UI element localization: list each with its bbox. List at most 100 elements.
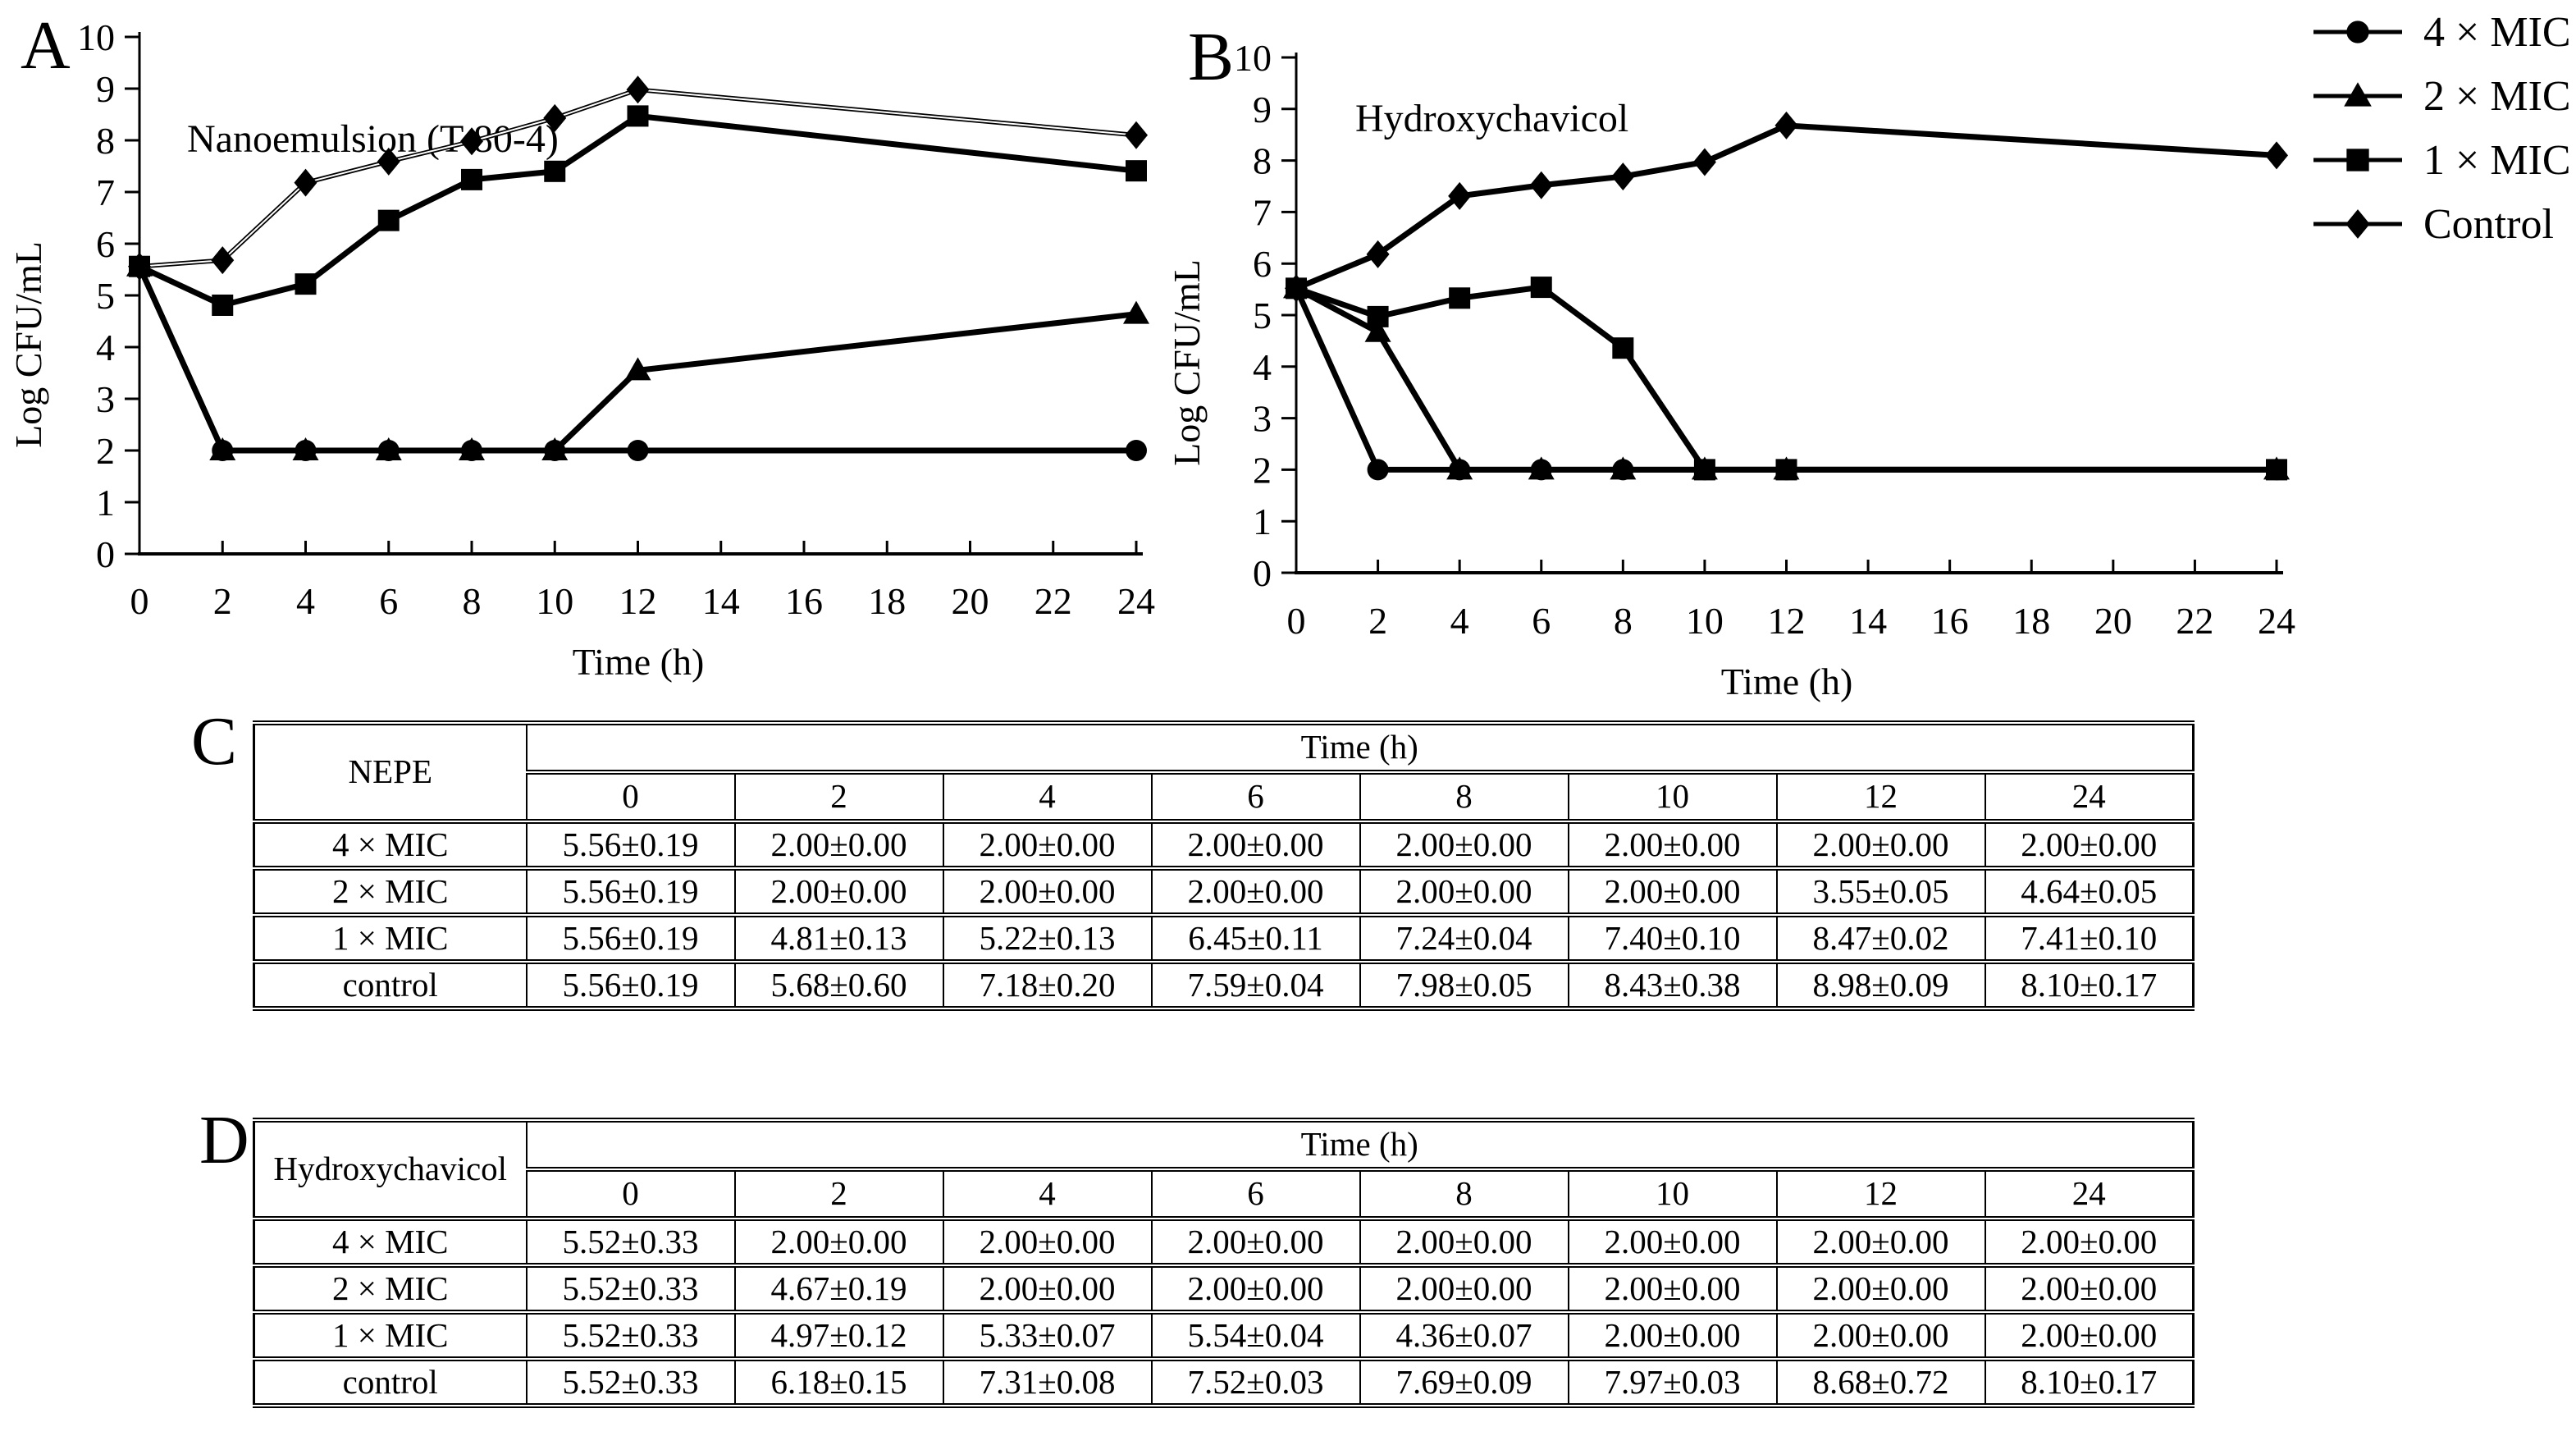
time-col-header: 2: [733, 770, 944, 824]
time-col-header: 24: [1984, 770, 2195, 824]
x-tick-label: 2: [1368, 600, 1387, 642]
square-marker: [212, 294, 234, 316]
time-col-header: 12: [1775, 1167, 1986, 1221]
time-group-header: Time (h): [525, 1118, 2195, 1172]
triangle-marker: [1610, 456, 1637, 480]
table-row-2-mic: 2 × MIC 5.56±0.19 2.00±0.00 2.00±0.00 2.00±0…: [253, 866, 2195, 917]
table-cell: 2.00±0.00: [1359, 866, 1569, 917]
table-cell: 5.56±0.19: [525, 819, 736, 871]
square-marker: [1775, 459, 1797, 481]
circle-marker: [2346, 21, 2369, 43]
table-cell: 3.55±0.05: [1775, 866, 1986, 917]
table-cell: 6.18±0.15: [733, 1356, 944, 1408]
row-label: control: [253, 1356, 528, 1408]
table-corner-label: NEPE: [253, 720, 528, 824]
time-kill-charts: 0 2 4 6 8 10 12 14 16 18 20 22 24012345678910Nanoemu…: [7, 16, 2295, 702]
square-legend-icon: [2313, 149, 2402, 171]
table-corner-label: Hydroxychavicol: [253, 1118, 528, 1221]
y-tick-label: 9: [1253, 89, 1272, 130]
legend-item-control: Control: [2312, 192, 2571, 256]
table-cell: 4.81±0.13: [733, 912, 944, 964]
series-1-mic-line: [138, 112, 1137, 309]
table-cell: 2.00±0.00: [1775, 1263, 1986, 1315]
table-cell: 2.00±0.00: [1984, 1216, 2195, 1268]
triangle-marker: [1528, 456, 1555, 480]
square-marker: [377, 209, 400, 231]
diamond-marker: [460, 127, 483, 156]
table-cell: 5.56±0.19: [525, 912, 736, 964]
time-col-header: 6: [1150, 1167, 1361, 1221]
x-tick-label: 4: [296, 580, 315, 622]
table-cell: 8.98±0.09: [1775, 959, 1986, 1011]
legend-item-1-mic: 1 × MIC: [2312, 128, 2571, 192]
panel-b-label: B: [1188, 19, 1235, 95]
square-marker: [544, 160, 566, 182]
series-2-mic-line: [1295, 286, 2277, 473]
time-col-header: 6: [1150, 770, 1361, 824]
table-cell: 6.45±0.11: [1150, 912, 1361, 964]
triangle-marker: [459, 437, 485, 460]
table-row-4-mic: 4 × MIC 5.56±0.19 2.00±0.00 2.00±0.00 2.00±0…: [253, 819, 2195, 871]
x-tick-label: 8: [1614, 600, 1633, 642]
table-c: NEPE Time (h) 0 2 4 6 8 10 12 24 4 × MIC 5.56±0.19 2…: [253, 720, 2195, 1011]
y-axis-label: Log CFU/mL: [7, 241, 49, 448]
table-row-2-mic: 2 × MIC 5.52±0.33 4.67±0.19 2.00±0.00 2.00±0…: [253, 1263, 2195, 1315]
table-cell: 2.00±0.00: [942, 819, 1153, 871]
time-col-header: 8: [1359, 770, 1569, 824]
row-label: 4 × MIC: [253, 819, 528, 871]
table-cell: 7.69±0.09: [1359, 1356, 1569, 1408]
table-cell: 2.00±0.00: [942, 1263, 1153, 1315]
diamond-marker: [1448, 181, 1472, 210]
square-marker: [129, 255, 150, 277]
diamond-marker: [1774, 111, 1798, 139]
legend-item-4-mic: 4 × MIC: [2312, 0, 2571, 64]
table-row-1-mic: 1 × MIC 5.52±0.33 4.97±0.12 5.33±0.07 5.54±0…: [253, 1310, 2195, 1361]
table-cell: 4.97±0.12: [733, 1310, 944, 1361]
chart-panel-a: 0 2 4 6 8 10 12 14 16 18 20 22 24012345678910Nanoemu…: [7, 16, 1155, 683]
table-cell: 2.00±0.00: [1984, 1263, 2195, 1315]
square-marker: [2346, 149, 2369, 171]
table-d-wrap: Hydroxychavicol Time (h) 0 2 4 6 8 10 12 24 4 × MI…: [253, 1118, 2195, 1408]
time-col-header: 12: [1775, 770, 1986, 824]
table-cell: 2.00±0.00: [733, 819, 944, 871]
square-marker: [1367, 305, 1389, 327]
time-col-header: 4: [942, 770, 1153, 824]
chart-title: Hydroxychavicol: [1355, 97, 1628, 140]
time-col-header: 8: [1359, 1167, 1569, 1221]
x-tick-label: 10: [536, 580, 573, 622]
table-cell: 5.68±0.60: [733, 959, 944, 1011]
x-tick-label: 14: [702, 580, 740, 622]
time-col-header: 10: [1567, 770, 1778, 824]
table-row-1-mic: 1 × MIC 5.56±0.19 4.81±0.13 5.22±0.13 6.45±0…: [253, 912, 2195, 964]
square-marker: [295, 273, 317, 295]
x-tick-label: 20: [952, 580, 989, 622]
chart-panel-b: 0 2 4 6 8 10 12 14 16 18 20 22 24012345678910Hydroxy…: [1166, 37, 2295, 702]
y-tick-label: 8: [1253, 140, 1272, 182]
square-marker: [1530, 277, 1552, 299]
panel-d-label: D: [199, 1102, 249, 1178]
diamond-marker: [1366, 240, 1390, 268]
y-tick-label: 4: [1253, 346, 1272, 388]
series-1-mic-line: [1295, 284, 2277, 473]
circle-marker: [1126, 440, 1147, 461]
time-col-header: 10: [1567, 1167, 1778, 1221]
diamond-legend-icon: [2313, 209, 2402, 239]
table-d: Hydroxychavicol Time (h) 0 2 4 6 8 10 12 24 4 × MI…: [253, 1118, 2195, 1408]
row-label: 2 × MIC: [253, 866, 528, 917]
x-axis-label: Time (h): [573, 641, 705, 683]
y-tick-label: 2: [96, 430, 115, 472]
table-cell: 2.00±0.00: [1150, 1263, 1361, 1315]
table-cell: 7.59±0.04: [1150, 959, 1361, 1011]
x-tick-label: 8: [463, 580, 482, 622]
table-cell: 7.98±0.05: [1359, 959, 1569, 1011]
diamond-marker: [1125, 121, 1148, 149]
x-tick-label: 16: [1931, 600, 1969, 642]
table-cell: 2.00±0.00: [1984, 819, 2195, 871]
time-group-header: Time (h): [525, 720, 2195, 775]
diamond-marker: [1529, 171, 1553, 199]
x-tick-label: 6: [1532, 600, 1551, 642]
triangle-marker: [541, 437, 569, 460]
table-row-4-mic: 4 × MIC 5.52±0.33 2.00±0.00 2.00±0.00 2.00±0…: [253, 1216, 2195, 1268]
table-cell: 8.68±0.72: [1775, 1356, 1986, 1408]
table-cell: 2.00±0.00: [1150, 819, 1361, 871]
